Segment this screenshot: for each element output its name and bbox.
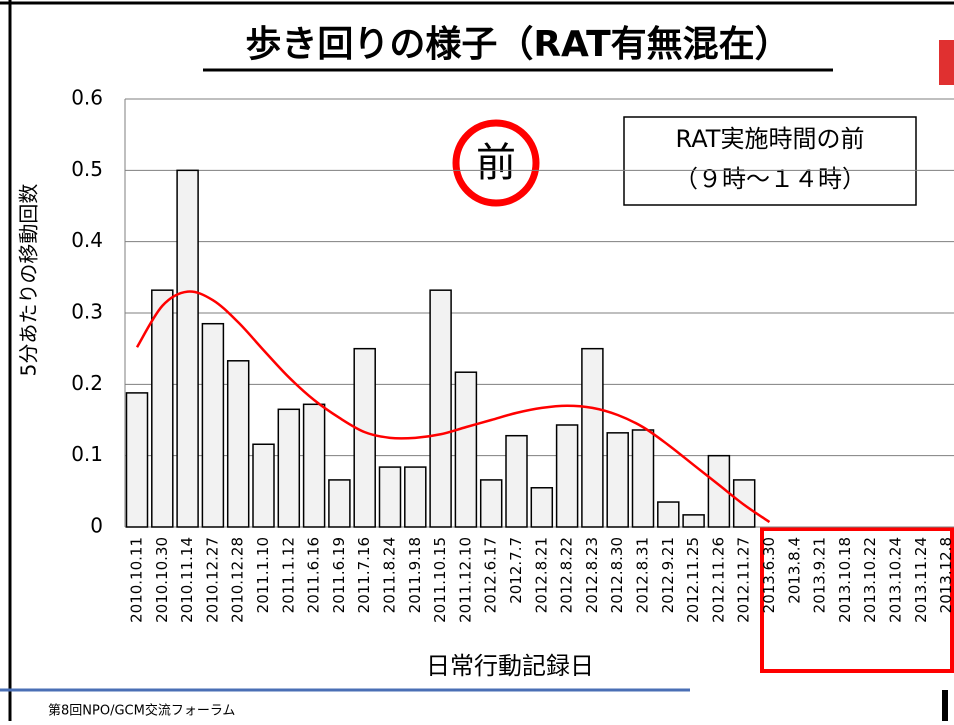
x-tick-label: 2013.9.21 xyxy=(811,537,829,613)
annotation-circle xyxy=(452,119,540,207)
bar xyxy=(302,403,326,528)
bar xyxy=(581,347,604,528)
annotation: 前 xyxy=(476,140,516,186)
bar xyxy=(631,429,655,528)
x-tick-label: 2013.10.24 xyxy=(887,537,905,623)
x-tick-label: 2012.11.26 xyxy=(709,537,727,623)
x-tick-label: 2011.9.18 xyxy=(406,537,424,613)
x-tick-label: 2011.1.10 xyxy=(254,537,272,613)
x-tick-label: 2012.6.17 xyxy=(482,537,500,613)
y-tick-label: 0.2 xyxy=(71,371,103,395)
bar xyxy=(378,466,402,528)
bar xyxy=(277,408,301,528)
x-tick-label: 2010.10.11 xyxy=(128,537,146,623)
x-tick-label: 2011.10.15 xyxy=(431,537,449,623)
x-tick-label: 2010.11.14 xyxy=(178,537,196,623)
bar xyxy=(555,424,579,528)
highlight-box xyxy=(760,527,954,673)
x-tick-label: 2012.8.22 xyxy=(558,537,576,613)
x-tick-label: 2010.12.28 xyxy=(229,537,247,623)
y-tick-label: 0.3 xyxy=(71,300,103,324)
bar xyxy=(404,466,427,528)
x-tick-label: 2011.8.24 xyxy=(381,537,399,613)
x-tick-label: 2013.10.22 xyxy=(861,537,879,623)
bar xyxy=(682,514,705,528)
footer: 第8回NPO/GCM交流フォーラム xyxy=(48,703,235,719)
bar xyxy=(176,169,199,528)
bar xyxy=(125,392,149,528)
chart-title: 歩き回りの様子（RAT有無混在） xyxy=(245,24,790,65)
x-tick-label: 2011.12.10 xyxy=(456,537,474,623)
annotation: （９時～１４時） xyxy=(674,165,866,193)
bar xyxy=(252,443,275,528)
x-tick-label: 2012.8.21 xyxy=(532,537,550,613)
bar xyxy=(353,347,376,528)
bar xyxy=(226,360,250,528)
x-tick-label: 2010.12.27 xyxy=(203,537,221,623)
bar xyxy=(151,289,174,528)
x-tick-label: 2012.11.27 xyxy=(735,537,753,623)
bar xyxy=(530,487,554,528)
x-tick-label: 2010.10.30 xyxy=(153,537,171,623)
x-tick-label: 2011.7.16 xyxy=(355,537,373,613)
x-tick-label: 2013.10.18 xyxy=(836,537,854,623)
x-tick-label: 2011.6.19 xyxy=(330,537,348,613)
x-tick-label: 2012.9.21 xyxy=(659,537,677,613)
y-tick-label: 0 xyxy=(90,514,103,538)
x-tick-label: 2011.1.12 xyxy=(279,537,297,613)
y-tick-label: 0.4 xyxy=(71,228,103,252)
bar xyxy=(479,479,503,528)
y-tick-label: 0.1 xyxy=(71,442,103,466)
x-tick-label: 2012.8.30 xyxy=(608,537,626,613)
bar xyxy=(657,501,680,528)
x-tick-label: 2012.8.23 xyxy=(583,537,601,613)
bar xyxy=(606,432,629,528)
x-tick-label: 2012.8.31 xyxy=(634,537,652,613)
decoration xyxy=(939,40,954,85)
y-tick-label: 0.5 xyxy=(71,157,103,181)
bar xyxy=(328,479,351,528)
x-tick-label: 2012.11.25 xyxy=(684,537,702,623)
annotation: RAT実施時間の前 xyxy=(676,125,865,153)
y-axis-label: 5分あたりの移動回数 xyxy=(17,184,41,377)
bar xyxy=(505,434,528,528)
y-tick-label: 0.6 xyxy=(71,86,103,110)
x-tick-label: 2013.8.4 xyxy=(785,537,803,604)
x-tick-label: 2013.6.30 xyxy=(760,537,778,613)
bar xyxy=(707,454,731,528)
x-tick-label: 2012.7.7 xyxy=(507,537,525,604)
annotation-box xyxy=(623,116,917,206)
trend-line xyxy=(135,290,771,524)
x-tick-label: 2013.11.24 xyxy=(912,537,930,623)
x-tick-label: 2013.12.8 xyxy=(937,537,954,613)
bar xyxy=(429,289,452,528)
x-tick-label: 2011.6.16 xyxy=(305,537,323,613)
bar xyxy=(454,371,478,528)
bar xyxy=(201,322,225,528)
x-axis-label: 日常行動記録日 xyxy=(426,652,594,680)
